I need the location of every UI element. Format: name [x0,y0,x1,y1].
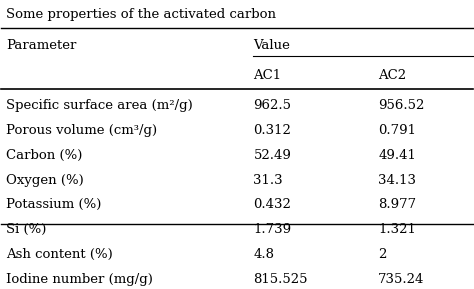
Text: 31.3: 31.3 [254,174,283,187]
Text: 0.312: 0.312 [254,124,292,137]
Text: AC1: AC1 [254,69,282,82]
Text: Value: Value [254,39,291,52]
Text: 956.52: 956.52 [378,99,425,112]
Text: AC2: AC2 [378,69,407,82]
Text: 735.24: 735.24 [378,273,425,286]
Text: Ash content (%): Ash content (%) [6,248,113,261]
Text: Iodine number (mg/g): Iodine number (mg/g) [6,273,153,286]
Text: 49.41: 49.41 [378,149,416,162]
Text: 1.321: 1.321 [378,223,416,236]
Text: Oxygen (%): Oxygen (%) [6,174,84,187]
Text: 8.977: 8.977 [378,199,417,212]
Text: 1.739: 1.739 [254,223,292,236]
Text: 2: 2 [378,248,387,261]
Text: Carbon (%): Carbon (%) [6,149,82,162]
Text: Specific surface area (m²/g): Specific surface area (m²/g) [6,99,193,112]
Text: Porous volume (cm³/g): Porous volume (cm³/g) [6,124,157,137]
Text: 962.5: 962.5 [254,99,292,112]
Text: 34.13: 34.13 [378,174,416,187]
Text: 0.432: 0.432 [254,199,292,212]
Text: 0.791: 0.791 [378,124,416,137]
Text: Si (%): Si (%) [6,223,46,236]
Text: 815.525: 815.525 [254,273,308,286]
Text: 4.8: 4.8 [254,248,274,261]
Text: Potassium (%): Potassium (%) [6,199,101,212]
Text: Some properties of the activated carbon: Some properties of the activated carbon [6,8,276,21]
Text: 52.49: 52.49 [254,149,292,162]
Text: Parameter: Parameter [6,39,76,52]
